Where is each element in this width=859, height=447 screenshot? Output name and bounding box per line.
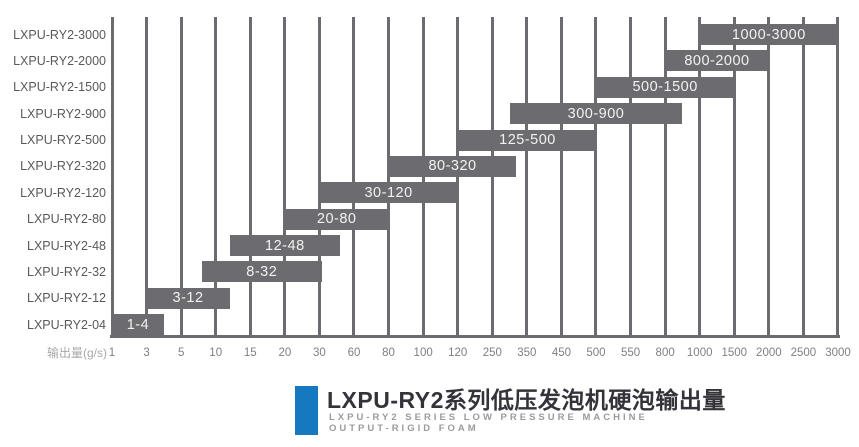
x-tick-label: 2000 <box>756 347 782 359</box>
x-tick-label: 20 <box>278 347 292 359</box>
grid-line <box>836 17 840 337</box>
grid-line <box>110 17 114 337</box>
bar-range-label: 12-48 <box>265 237 305 254</box>
row-label: LXPU-RY2-3000 <box>13 27 106 42</box>
bar-range-label: 125-500 <box>499 132 556 149</box>
grid-line <box>145 17 149 337</box>
bar-range-label: 1000-3000 <box>731 26 806 43</box>
row-label: LXPU-RY2-120 <box>20 185 106 200</box>
range-bar: 3-12 <box>146 287 230 309</box>
x-tick-label: 10 <box>209 347 223 359</box>
grid-line <box>594 17 598 337</box>
bar-range-label: 20-80 <box>316 211 357 228</box>
row-label: LXPU-RY2-48 <box>27 238 106 253</box>
row-label: LXPU-RY2-12 <box>27 291 106 306</box>
grid-line <box>732 17 736 337</box>
range-bar: 30-120 <box>319 182 458 204</box>
grid-line <box>317 17 321 337</box>
x-tick-label: 250 <box>482 347 502 359</box>
row-label: LXPU-RY2-80 <box>27 212 106 227</box>
x-tick-label: 15 <box>243 347 257 359</box>
grid-line <box>629 17 633 337</box>
x-tick-label: 500 <box>586 347 606 359</box>
bar-range-label: 3-12 <box>172 290 204 307</box>
row-label: LXPU-RY2-1500 <box>13 80 106 95</box>
grid-line <box>352 17 356 337</box>
x-tick-label: 3000 <box>825 347 851 359</box>
bar-range-label: 1-4 <box>126 316 150 333</box>
range-bar: 12-48 <box>229 235 341 257</box>
row-label: LXPU-RY2-900 <box>20 106 106 121</box>
grid-line <box>421 17 425 337</box>
x-tick-label: 800 <box>655 347 675 359</box>
grid-line <box>490 17 494 337</box>
grid-line <box>387 17 391 337</box>
x-tick-label: 450 <box>551 347 572 359</box>
x-tick-label: 80 <box>382 347 395 359</box>
row-label: LXPU-RY2-04 <box>27 317 106 332</box>
x-tick-label: 100 <box>413 347 433 359</box>
grid-line <box>767 17 771 337</box>
range-bar: 20-80 <box>284 208 389 230</box>
bar-range-label: 500-1500 <box>632 79 698 96</box>
bar-range-label: 300-900 <box>567 105 625 122</box>
bar-range-label: 80-320 <box>428 158 477 175</box>
x-tick-label: 3 <box>143 347 150 359</box>
bar-range-label: 800-2000 <box>684 52 750 69</box>
grid-line <box>525 17 529 337</box>
x-tick-label: 1500 <box>721 347 748 359</box>
grid-line <box>456 17 460 337</box>
row-label: LXPU-RY2-2000 <box>13 53 106 68</box>
x-tick-label: 5 <box>177 347 185 359</box>
range-bar: 8-32 <box>201 261 322 283</box>
x-tick-label: 1 <box>108 347 116 359</box>
x-tick-label: 550 <box>620 347 641 359</box>
range-bar: 800-2000 <box>665 50 769 72</box>
x-tick-label: 2500 <box>790 347 817 359</box>
range-bar: 1-4 <box>112 314 164 336</box>
range-bar: 125-500 <box>459 129 596 151</box>
grid-line <box>248 17 252 337</box>
grid-line <box>663 17 667 337</box>
grid-line <box>559 17 563 337</box>
grid-line <box>179 17 183 337</box>
bar-range-label: 30-120 <box>364 184 413 201</box>
x-tick-label: 350 <box>517 347 537 359</box>
range-bar: 500-1500 <box>595 76 735 98</box>
row-label: LXPU-RY2-500 <box>20 133 106 148</box>
grid-line <box>801 17 805 337</box>
grid-line <box>214 17 218 337</box>
grid-line <box>283 17 287 337</box>
row-label: LXPU-RY2-32 <box>27 264 106 279</box>
x-tick-label: 1000 <box>686 347 713 359</box>
grid-line <box>698 17 702 337</box>
x-axis-title: 输出量(g/s) <box>46 346 107 360</box>
range-bar: 1000-3000 <box>699 24 838 45</box>
row-label: LXPU-RY2-320 <box>20 159 106 174</box>
x-tick-label: 120 <box>448 347 468 359</box>
x-tick-label: 30 <box>313 347 326 359</box>
bar-range-label: 8-32 <box>246 263 278 280</box>
x-axis-line <box>110 335 840 338</box>
x-tick-label: 60 <box>347 347 361 359</box>
range-bar: 80-320 <box>388 155 517 177</box>
range-bar: 300-900 <box>509 103 683 125</box>
